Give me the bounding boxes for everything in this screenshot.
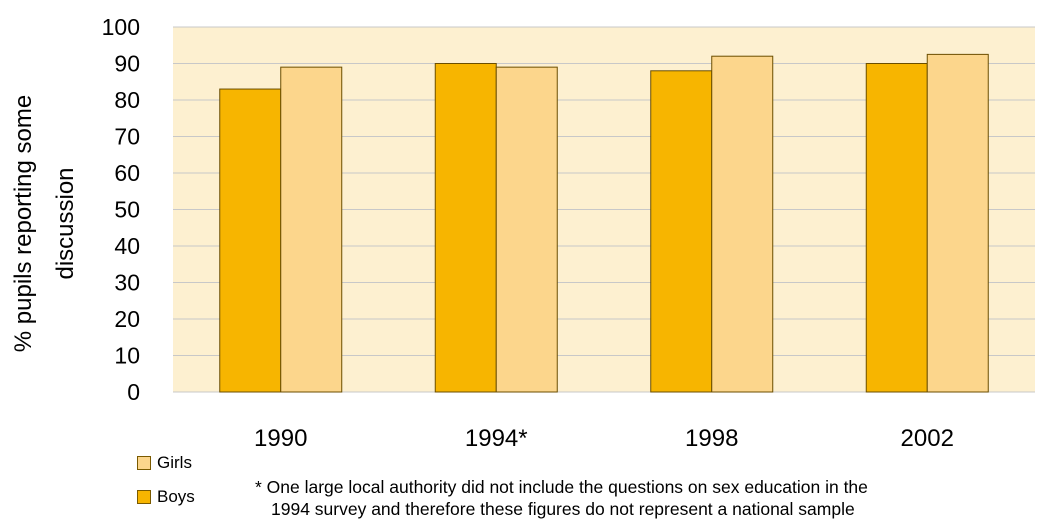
y-tick-label: 20	[114, 306, 140, 332]
legend-item-boys: Boys	[137, 486, 195, 508]
y-tick-label: 50	[114, 197, 140, 223]
x-axis-ticks: 1990 1994* 1998 2002	[254, 425, 954, 452]
y-tick-label: 30	[114, 270, 140, 296]
bar-girls-1	[495, 66, 558, 393]
legend-label-girls: Girls	[157, 453, 192, 472]
bar-girls-0	[280, 66, 343, 393]
x-tick-label: 1990	[254, 425, 307, 452]
y-tick-label: 90	[114, 51, 140, 77]
x-tick-label: 1994*	[465, 425, 528, 452]
legend-item-girls: Girls	[137, 452, 195, 474]
legend-swatch-girls	[137, 456, 151, 470]
y-tick-label: 40	[114, 233, 140, 259]
y-tick-label: 100	[102, 14, 140, 40]
y-tick-label: 0	[127, 379, 140, 405]
y-tick-label: 80	[114, 87, 140, 113]
y-axis-ticks: 0 10 20 30 40 50 60 70 80 90 100	[102, 14, 140, 405]
y-axis-label-line-1: % pupils reporting some	[10, 95, 37, 352]
bar-boys-3	[865, 63, 928, 393]
footnote: * One large local authority did not incl…	[255, 476, 1045, 520]
y-axis-label-line-2: discussion	[52, 167, 79, 279]
bar-girls-3	[926, 53, 989, 393]
legend-swatch-boys	[137, 490, 151, 504]
legend-label-boys: Boys	[157, 487, 195, 506]
bar-girls-2	[711, 55, 774, 393]
footnote-line-1: * One large local authority did not incl…	[255, 477, 868, 497]
legend: Girls Boys	[137, 452, 195, 520]
x-tick-label: 2002	[901, 425, 954, 452]
x-tick-label: 1998	[685, 425, 738, 452]
bar-boys-0	[219, 88, 282, 393]
bars	[219, 53, 989, 393]
y-tick-label: 10	[114, 343, 140, 369]
y-tick-label: 70	[114, 124, 140, 150]
footnote-line-2: 1994 survey and therefore these figures …	[271, 499, 855, 519]
bar-boys-1	[434, 63, 497, 393]
bar-boys-2	[650, 70, 713, 393]
y-tick-label: 60	[114, 160, 140, 186]
